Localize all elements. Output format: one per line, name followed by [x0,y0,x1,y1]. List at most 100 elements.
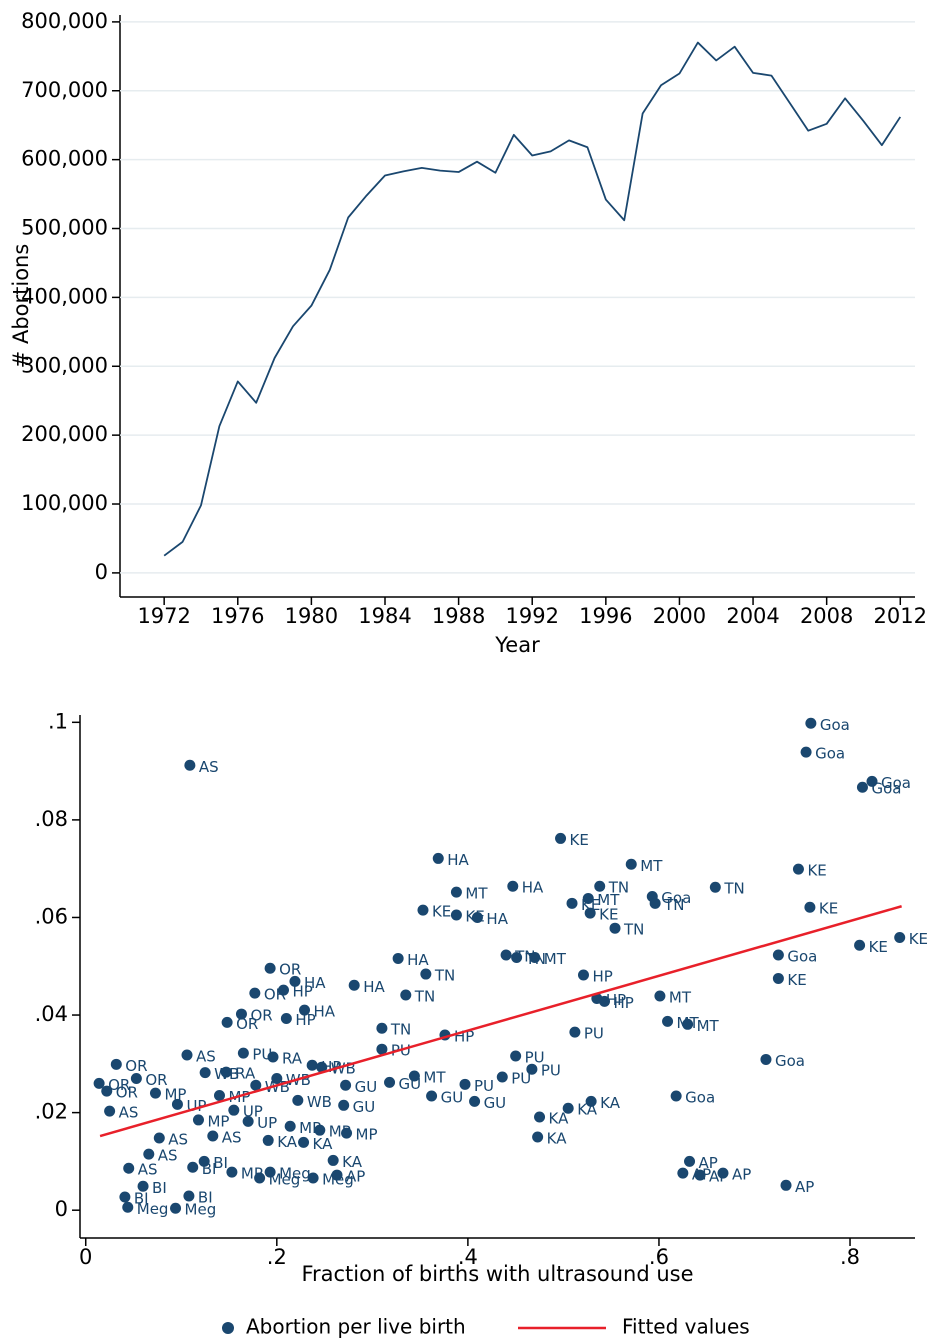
point-label: KE [819,900,838,918]
data-point [299,1004,311,1016]
point-label: PU [252,1046,272,1064]
data-point [555,832,567,844]
data-point [459,1078,471,1090]
data-point [654,990,666,1002]
point-label: Goa [685,1089,715,1107]
y-tick-label: 0 [95,560,108,584]
point-label: TN [414,988,435,1006]
data-point [772,972,784,984]
data-point [242,1115,254,1127]
data-point [207,1130,219,1142]
x-tick-label: 2008 [800,604,853,628]
point-label: Goa [775,1052,805,1070]
data-point [184,759,196,771]
point-label: Goa [820,716,850,734]
y-tick-label: .08 [35,807,68,831]
data-point [340,1079,352,1091]
data-point [532,1131,544,1143]
point-label: GU [441,1089,464,1107]
x-tick-label: 1976 [211,604,264,628]
point-label: Meg [279,1165,311,1183]
point-label: MT [640,857,663,875]
data-point [316,1061,328,1073]
point-label: KA [342,1153,363,1171]
x-tick-label: 2004 [726,604,779,628]
data-point [469,1095,481,1107]
data-point [584,907,596,919]
data-point [298,1136,310,1148]
data-point [306,1059,318,1071]
x-tick-label: 1980 [285,604,338,628]
data-point [792,863,804,875]
data-point [804,901,816,913]
legend-label: Fitted values [622,1315,750,1339]
point-label: PU [511,1070,531,1088]
point-label: KE [807,862,826,880]
point-label: AS [196,1048,216,1066]
data-point [271,1072,283,1084]
point-label: MT [465,885,488,903]
point-label: HA [407,951,429,969]
data-point [119,1191,131,1203]
point-label: MT [423,1069,446,1087]
data-point [594,880,606,892]
point-label: AP [732,1166,751,1184]
data-point [450,909,462,921]
y-tick-label: 100,000 [21,491,108,515]
data-point [123,1162,135,1174]
point-label: BI [198,1189,213,1207]
point-label: MP [164,1086,186,1104]
point-label: HA [363,978,385,996]
data-point [198,1155,210,1167]
point-label: Meg [137,1200,169,1218]
data-point [894,931,906,943]
data-point [376,1043,388,1055]
y-tick-label: .04 [35,1002,68,1026]
point-label: GU [353,1098,376,1116]
data-point [805,717,817,729]
point-label: Goa [787,948,817,966]
point-label: PU [474,1077,494,1095]
data-point [267,1051,279,1063]
point-label: RA [282,1049,303,1067]
point-label: GU [484,1094,507,1112]
point-label: WB [307,1093,332,1111]
data-point [331,1169,343,1181]
point-label: KE [599,906,618,924]
data-point [534,1111,546,1123]
x-tick-label: .4 [458,1245,478,1269]
point-label: AS [199,758,219,776]
data-point [510,1050,522,1062]
data-point [577,969,589,981]
data-point [280,1012,292,1024]
data-point [284,1120,296,1132]
data-point [507,880,519,892]
data-point [338,1099,350,1111]
y-tick-label: 400,000 [21,284,108,308]
data-point [717,1167,729,1179]
data-point [649,897,661,909]
point-label: HP [614,994,634,1012]
data-point [228,1104,240,1116]
data-point [137,1180,149,1192]
point-label: TN [434,967,455,985]
point-label: AS [138,1161,158,1179]
point-label: UP [257,1114,277,1132]
data-point [292,1094,304,1106]
data-point [670,1090,682,1102]
point-label: AS [119,1104,139,1122]
data-point [496,1071,508,1083]
data-point [101,1085,113,1097]
x-tick-label: .6 [649,1245,669,1269]
data-line [99,905,902,1138]
data-point [249,987,261,999]
point-label: GU [355,1078,378,1096]
point-label: KA [549,1110,570,1128]
point-label: HP [592,968,612,986]
point-label: OR [250,1007,272,1025]
data-point [677,1167,689,1179]
data-point [682,1018,694,1030]
point-label: GU [399,1075,422,1093]
y-axis-title: # Abortions [9,244,33,369]
